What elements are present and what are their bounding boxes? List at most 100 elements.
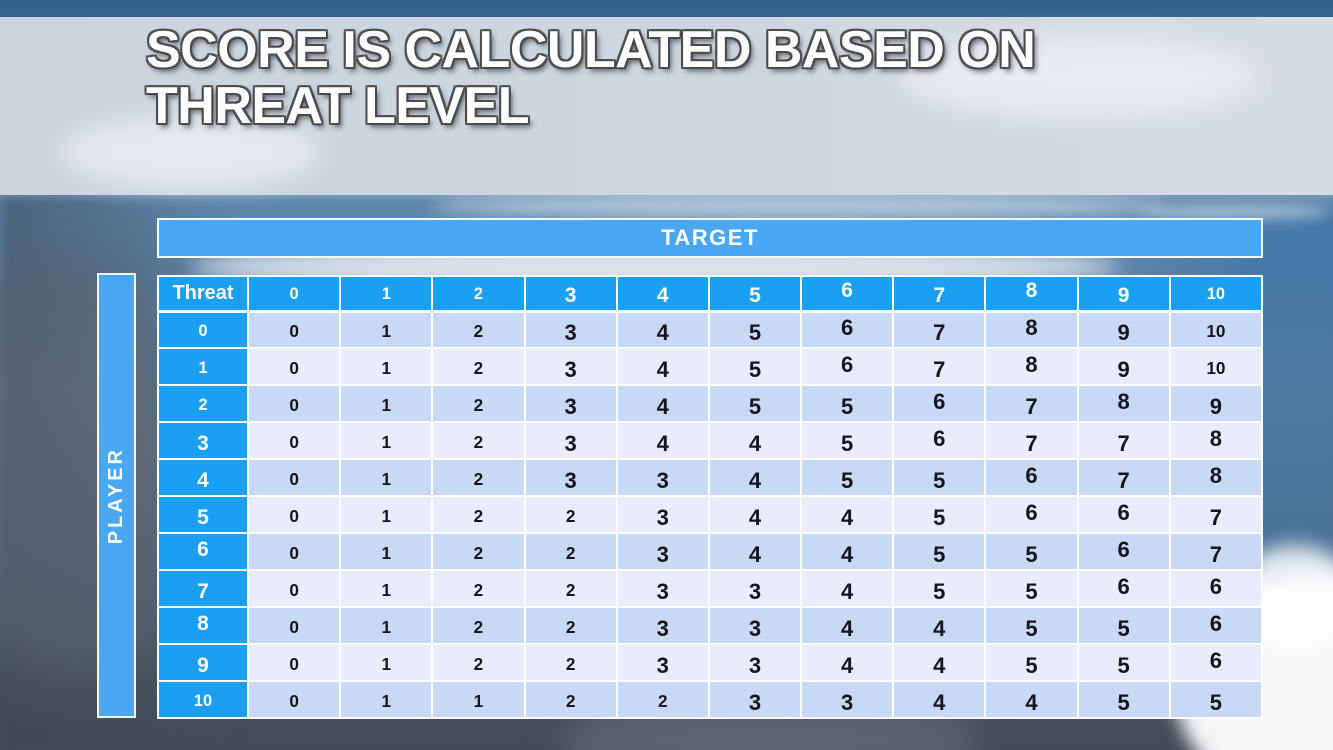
player-row-header: 10 bbox=[157, 680, 249, 719]
score-cell: 5 bbox=[707, 384, 803, 423]
score-cell: 7 bbox=[1168, 495, 1264, 534]
score-cell: 8 bbox=[984, 310, 1079, 349]
matrix-row: 1 0 1 2 3 4 5 6 7 8 9 10 bbox=[157, 347, 1264, 386]
score-cell: 6 bbox=[1168, 643, 1264, 682]
score-cell: 2 bbox=[431, 569, 526, 608]
score-cell: 1 bbox=[339, 495, 434, 534]
score-cell: 4 bbox=[800, 495, 895, 534]
score-cell: 5 bbox=[892, 569, 987, 608]
score-cell: 3 bbox=[707, 606, 803, 645]
score-cell: 1 bbox=[339, 384, 434, 423]
score-cell: 9 bbox=[1076, 310, 1171, 349]
score-cell: 1 bbox=[339, 680, 434, 719]
score-cell: 0 bbox=[246, 606, 342, 645]
target-axis-label: TARGET bbox=[661, 225, 759, 250]
score-cell: 3 bbox=[523, 310, 618, 349]
player-row-header: 5 bbox=[157, 495, 249, 534]
score-cell: 5 bbox=[892, 495, 987, 534]
score-cell: 0 bbox=[246, 458, 342, 497]
score-cell: 2 bbox=[523, 495, 618, 534]
score-cell: 5 bbox=[1076, 680, 1171, 719]
score-cell: 0 bbox=[246, 643, 342, 682]
score-cell: 4 bbox=[707, 458, 803, 497]
score-cell: 3 bbox=[707, 680, 803, 719]
score-cell: 3 bbox=[615, 532, 710, 571]
score-cell: 7 bbox=[984, 421, 1079, 460]
cloud-decoration bbox=[900, 37, 1260, 117]
matrix-row: 0 0 1 2 3 4 5 6 7 8 9 10 bbox=[157, 310, 1264, 349]
score-cell: 9 bbox=[1076, 347, 1171, 386]
player-row-header: 8 bbox=[157, 606, 249, 645]
score-cell: 0 bbox=[246, 495, 342, 534]
score-cell: 1 bbox=[339, 347, 434, 386]
target-col-header: 7 bbox=[892, 275, 987, 313]
target-col-header: 0 bbox=[246, 275, 342, 313]
score-cell: 2 bbox=[523, 606, 618, 645]
score-cell: 3 bbox=[523, 384, 618, 423]
score-cell: 4 bbox=[707, 532, 803, 571]
score-cell: 0 bbox=[246, 532, 342, 571]
cloud-decoration bbox=[60, 117, 320, 187]
score-cell: 4 bbox=[615, 421, 710, 460]
score-cell: 4 bbox=[800, 606, 895, 645]
score-cell: 5 bbox=[800, 384, 895, 423]
target-axis-bar: TARGET bbox=[157, 218, 1263, 258]
score-cell: 2 bbox=[431, 643, 526, 682]
score-cell: 5 bbox=[1076, 606, 1171, 645]
player-row-header: 6 bbox=[157, 532, 249, 571]
score-matrix: Threat 0 1 2 3 4 5 6 7 8 9 10 0 0 1 2 3 4 5 6 7 8 9 10 1 0 1 2 3 4 5 6 7… bbox=[157, 275, 1264, 719]
score-cell: 1 bbox=[339, 643, 434, 682]
target-col-header: 4 bbox=[615, 275, 710, 313]
matrix-row: 10 0 1 1 2 2 3 3 4 4 5 5 bbox=[157, 680, 1264, 719]
score-cell: 6 bbox=[800, 310, 895, 349]
score-cell: 2 bbox=[431, 421, 526, 460]
score-cell: 5 bbox=[1168, 680, 1264, 719]
score-cell: 5 bbox=[707, 310, 803, 349]
target-col-header: 10 bbox=[1168, 275, 1264, 313]
score-cell: 10 bbox=[1168, 310, 1264, 349]
score-cell: 1 bbox=[339, 421, 434, 460]
target-col-header: 1 bbox=[339, 275, 434, 313]
score-cell: 5 bbox=[800, 458, 895, 497]
score-cell: 1 bbox=[339, 532, 434, 571]
score-cell: 5 bbox=[707, 347, 803, 386]
score-cell: 1 bbox=[339, 606, 434, 645]
score-cell: 0 bbox=[246, 384, 342, 423]
score-cell: 5 bbox=[984, 532, 1079, 571]
score-cell: 7 bbox=[1076, 421, 1171, 460]
player-row-header: 7 bbox=[157, 569, 249, 608]
player-row-header: 3 bbox=[157, 421, 249, 460]
score-cell: 3 bbox=[615, 458, 710, 497]
score-cell: 2 bbox=[523, 643, 618, 682]
score-cell: 5 bbox=[984, 569, 1079, 608]
score-cell: 6 bbox=[1076, 532, 1171, 571]
score-cell: 1 bbox=[431, 680, 526, 719]
score-cell: 6 bbox=[1076, 495, 1171, 534]
score-cell: 5 bbox=[892, 458, 987, 497]
score-cell: 0 bbox=[246, 680, 342, 719]
matrix-header-row: Threat 0 1 2 3 4 5 6 7 8 9 10 bbox=[157, 275, 1264, 313]
cloud-decoration bbox=[430, 194, 1170, 218]
score-cell: 3 bbox=[615, 569, 710, 608]
score-cell: 1 bbox=[339, 569, 434, 608]
player-row-header: 1 bbox=[157, 347, 249, 386]
score-cell: 3 bbox=[800, 680, 895, 719]
score-cell: 5 bbox=[800, 421, 895, 460]
title-band bbox=[0, 17, 1333, 195]
score-cell: 6 bbox=[892, 421, 987, 460]
score-cell: 3 bbox=[707, 569, 803, 608]
score-cell: 4 bbox=[892, 680, 987, 719]
score-cell: 8 bbox=[1168, 458, 1264, 497]
score-cell: 2 bbox=[523, 569, 618, 608]
score-cell: 2 bbox=[523, 680, 618, 719]
corner-header-cell: Threat bbox=[157, 275, 249, 313]
player-axis-label: PLAYER bbox=[105, 446, 127, 545]
score-cell: 4 bbox=[800, 643, 895, 682]
score-cell: 8 bbox=[1168, 421, 1264, 460]
